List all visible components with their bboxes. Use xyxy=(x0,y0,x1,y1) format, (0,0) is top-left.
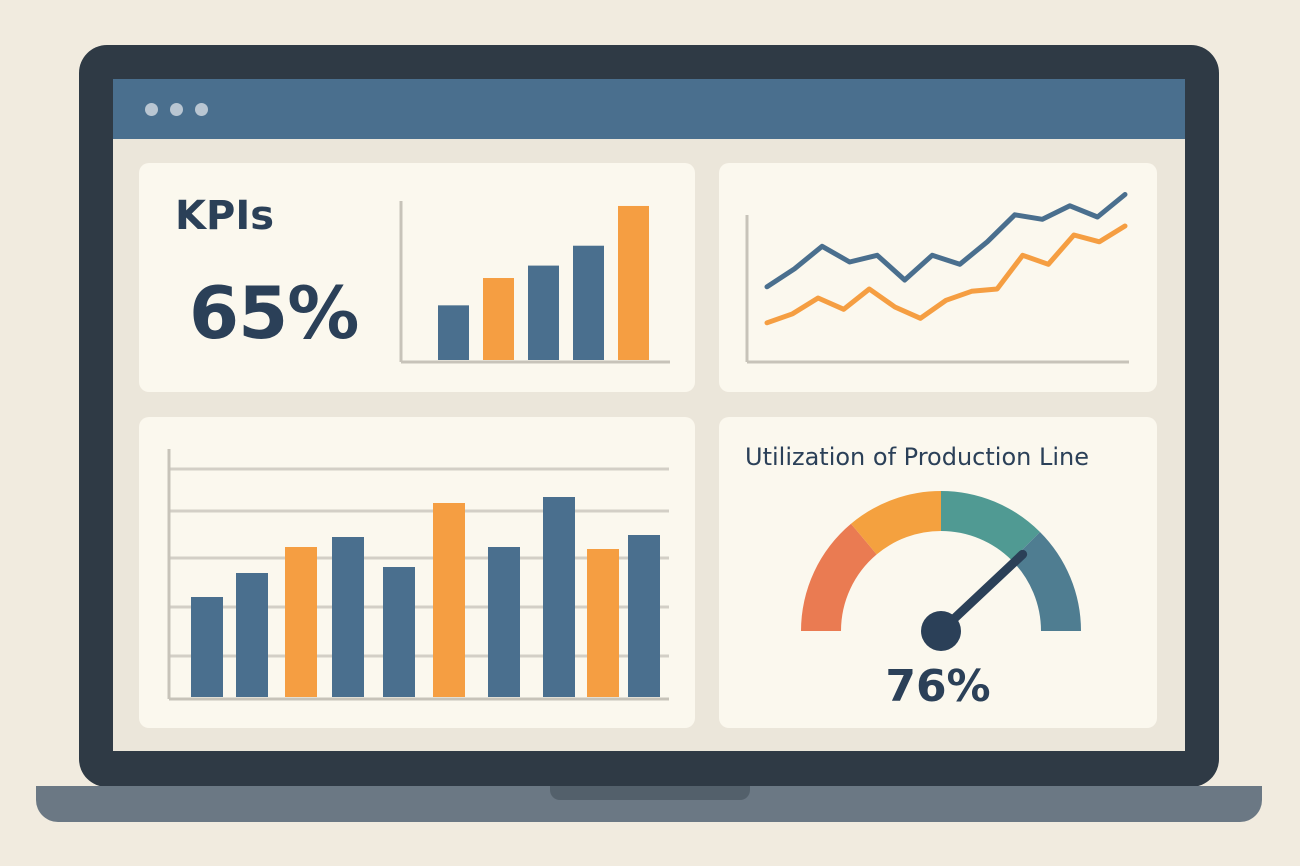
gauge-title: Utilization of Production Line xyxy=(745,443,1089,471)
window-dot-icon[interactable] xyxy=(170,103,183,116)
kpi-bar-chart xyxy=(399,201,670,364)
bar xyxy=(383,567,415,697)
kpi-title: KPIs xyxy=(175,193,275,239)
gauge-segment-high xyxy=(941,491,1040,561)
line-chart xyxy=(745,192,1129,364)
bar xyxy=(543,497,575,697)
gauge xyxy=(801,491,1081,651)
series-line xyxy=(764,223,1128,326)
bar xyxy=(483,278,514,360)
bar xyxy=(191,597,223,697)
bar-chart-panel xyxy=(139,417,695,728)
gauge-value: 76% xyxy=(885,661,991,712)
gauge-panel: Utilization of Production Line 76% xyxy=(719,417,1157,728)
laptop-screen: KPIs 65% Utilization of Production Line … xyxy=(113,79,1185,751)
gauge-hub xyxy=(921,611,961,651)
series-line xyxy=(764,192,1128,290)
bar xyxy=(236,573,268,697)
bar xyxy=(587,549,619,697)
bar xyxy=(285,547,317,697)
kpi-panel: KPIs 65% xyxy=(139,163,695,392)
window-dot-icon[interactable] xyxy=(145,103,158,116)
bar-chart xyxy=(167,449,669,701)
line-chart-panel xyxy=(719,163,1157,392)
bar xyxy=(573,245,604,360)
laptop-base-notch xyxy=(550,786,750,800)
bar xyxy=(332,537,364,697)
gauge-segment-max xyxy=(1011,532,1081,631)
bar xyxy=(433,503,465,697)
bar xyxy=(628,535,660,697)
bar xyxy=(618,205,649,360)
bar xyxy=(438,305,469,360)
window-dot-icon[interactable] xyxy=(195,103,208,116)
bar xyxy=(528,265,559,360)
gauge-segment-low xyxy=(801,523,877,631)
bar xyxy=(488,547,520,697)
window-titlebar xyxy=(113,79,1185,139)
gauge-segment-mid xyxy=(851,491,941,555)
kpi-value: 65% xyxy=(189,271,359,355)
